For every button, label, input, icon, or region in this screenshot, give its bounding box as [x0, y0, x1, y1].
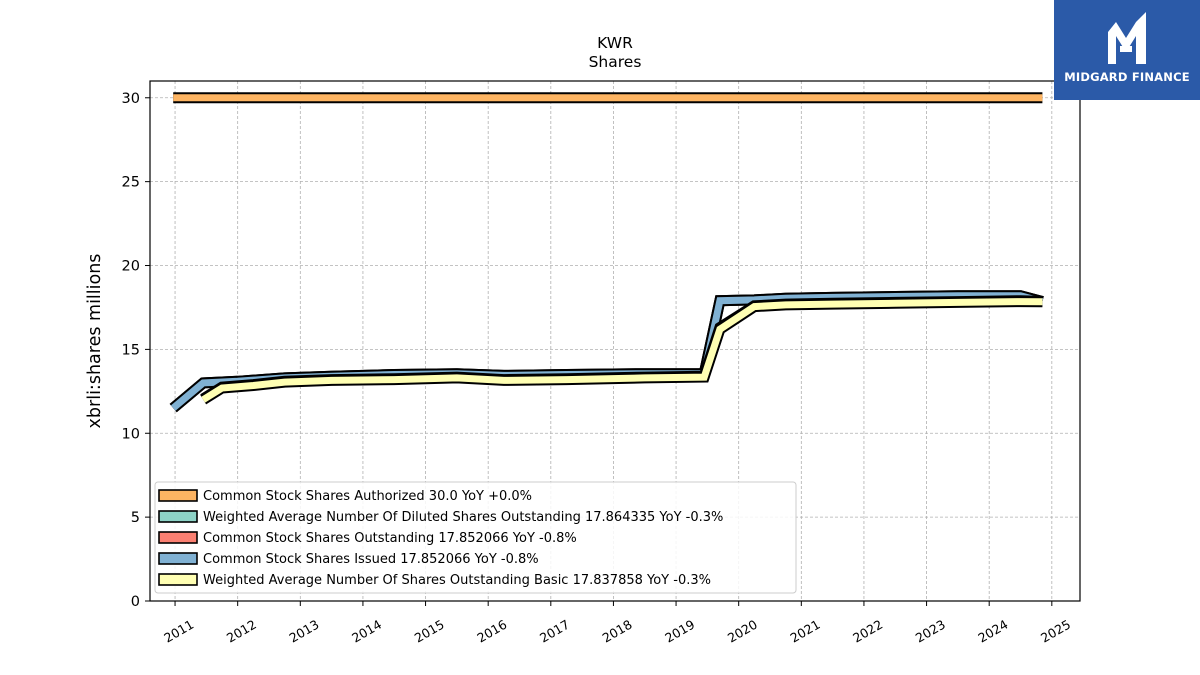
y-tick-label: 5 — [131, 510, 140, 526]
legend-label: Common Stock Shares Outstanding 17.85206… — [203, 531, 577, 546]
y-tick-label: 25 — [122, 175, 140, 191]
legend-swatch — [158, 531, 198, 544]
legend-box — [154, 481, 797, 594]
x-tick-label: 2020 — [725, 617, 760, 646]
brand-logo-text: MIDGARD FINANCE — [1064, 70, 1190, 84]
x-tick-label: 2023 — [913, 617, 948, 646]
legend-label: Common Stock Shares Issued 17.852066 YoY… — [203, 552, 539, 567]
x-tick-label: 2025 — [1038, 617, 1073, 646]
x-tick-label: 2013 — [287, 617, 322, 646]
legend-swatch — [158, 573, 198, 586]
x-tick-label: 2021 — [788, 617, 823, 646]
brand-logo: MIDGARD FINANCE — [1054, 0, 1200, 100]
legend-label: Weighted Average Number Of Shares Outsta… — [203, 573, 711, 588]
series-line — [170, 292, 1044, 411]
x-tick-label: 2012 — [224, 617, 259, 646]
y-tick-label: 30 — [122, 91, 140, 107]
y-tick-label: 10 — [122, 426, 140, 442]
legend-label: Common Stock Shares Authorized 30.0 YoY … — [203, 489, 532, 504]
chart-title: KWR — [597, 34, 633, 52]
y-axis-label: xbrli:shares millions — [85, 254, 105, 429]
x-tick-label: 2016 — [474, 617, 509, 646]
y-tick-label: 15 — [122, 342, 140, 358]
chart-subtitle: Shares — [589, 53, 642, 71]
x-tick-label: 2014 — [349, 617, 384, 646]
x-tick-label: 2018 — [600, 617, 635, 646]
series-line — [201, 298, 1043, 403]
plot-frame — [149, 80, 1081, 602]
x-tick-label: 2011 — [161, 617, 196, 646]
series-line-outline — [169, 290, 1044, 413]
brand-logo-icon — [1108, 12, 1146, 64]
x-tick-label: 2022 — [850, 617, 885, 646]
legend-swatch — [158, 510, 198, 523]
x-tick-label: 2019 — [662, 617, 697, 646]
legend-swatch — [158, 489, 198, 502]
x-tick-label: 2015 — [412, 617, 447, 646]
series-line-outline — [200, 296, 1043, 405]
y-tick-label: 0 — [131, 594, 140, 610]
legend-label: Weighted Average Number Of Diluted Share… — [203, 510, 723, 525]
series-line — [170, 292, 1044, 411]
x-tick-label: 2024 — [975, 617, 1010, 646]
x-tick-label: 2017 — [537, 617, 572, 646]
y-tick-label: 20 — [122, 259, 140, 275]
series-line-outline — [169, 290, 1044, 413]
legend-swatch — [158, 552, 198, 565]
